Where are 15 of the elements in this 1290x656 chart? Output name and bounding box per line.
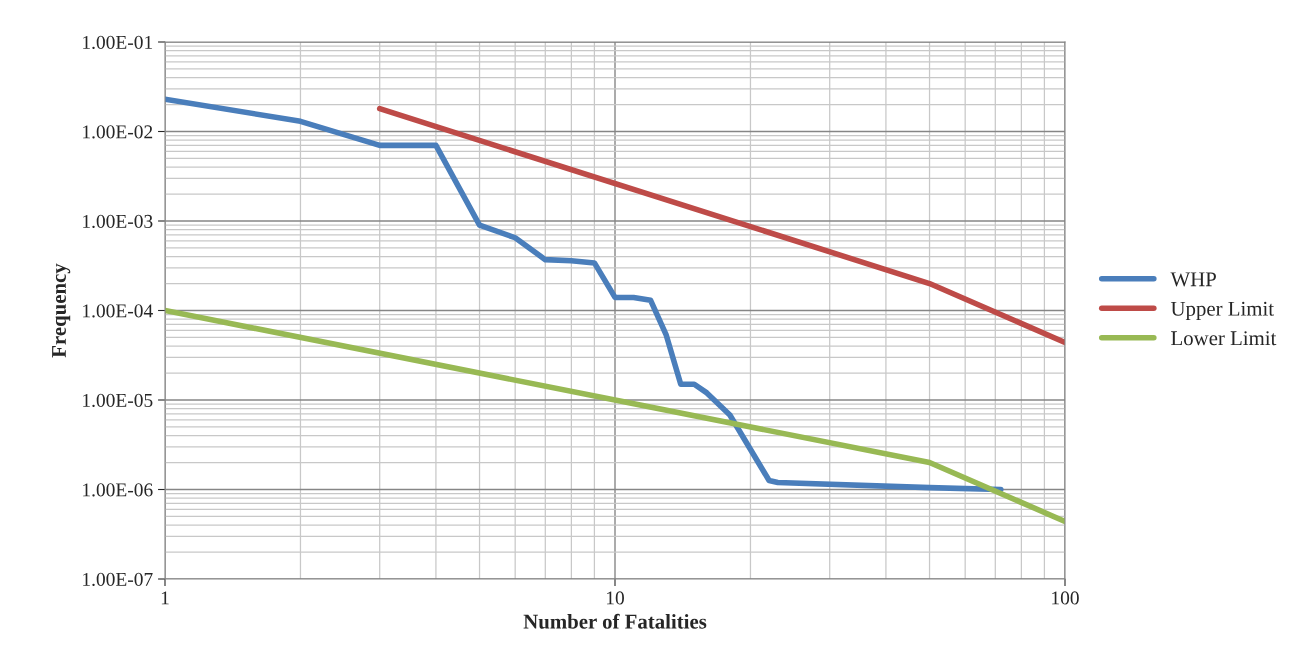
x-axis-title: Number of Fatalities	[523, 613, 707, 629]
legend-label: Upper Limit	[1170, 301, 1274, 321]
legend-label: Lower Limit	[1171, 331, 1277, 346]
y-axis-title: Frequency	[52, 263, 71, 358]
y-tick-label: 1.00E-06	[83, 483, 153, 497]
x-tick-label: 100	[1052, 591, 1079, 605]
y-tick-label: 1.00E-02	[83, 125, 153, 139]
x-tick-label: 1	[161, 591, 169, 605]
x-tick-label: 10	[606, 591, 624, 605]
y-tick-label: 1.00E-05	[83, 393, 153, 408]
y-tick-label: 1.00E-07	[83, 572, 153, 587]
y-tick-label: 1.00E-04	[83, 304, 153, 318]
y-tick-label: 1.00E-03	[83, 214, 153, 229]
y-tick-label: 1.00E-01	[83, 35, 153, 50]
legend-label: WHP	[1170, 272, 1216, 287]
